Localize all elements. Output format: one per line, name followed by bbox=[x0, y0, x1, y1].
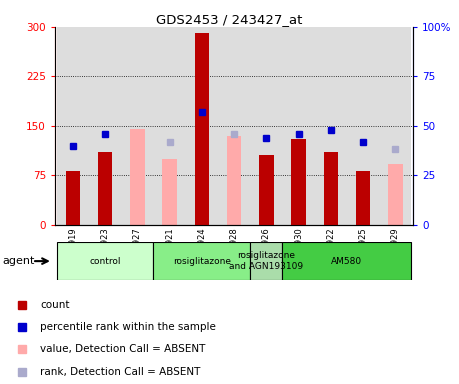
Bar bbox=[315, 27, 347, 225]
Bar bbox=[57, 27, 89, 225]
Bar bbox=[227, 136, 241, 225]
Bar bbox=[379, 27, 411, 225]
Bar bbox=[98, 152, 112, 225]
Text: GDS2453 / 243427_at: GDS2453 / 243427_at bbox=[157, 13, 302, 26]
Bar bbox=[195, 33, 209, 225]
Text: agent: agent bbox=[2, 256, 35, 266]
Bar bbox=[153, 242, 250, 280]
Bar bbox=[282, 27, 315, 225]
Text: rosiglitazone
and AGN193109: rosiglitazone and AGN193109 bbox=[230, 252, 303, 271]
Text: control: control bbox=[90, 257, 121, 266]
Bar bbox=[153, 27, 186, 225]
Bar bbox=[89, 27, 121, 225]
Bar bbox=[356, 170, 370, 225]
Bar bbox=[282, 242, 411, 280]
Bar bbox=[250, 27, 282, 225]
Bar bbox=[218, 27, 250, 225]
Text: rank, Detection Call = ABSENT: rank, Detection Call = ABSENT bbox=[40, 367, 201, 377]
Bar bbox=[57, 242, 153, 280]
Bar bbox=[66, 170, 80, 225]
Text: percentile rank within the sample: percentile rank within the sample bbox=[40, 322, 216, 333]
Text: count: count bbox=[40, 300, 69, 310]
Bar bbox=[121, 27, 153, 225]
Bar bbox=[186, 27, 218, 225]
Bar bbox=[259, 156, 274, 225]
Bar bbox=[291, 139, 306, 225]
Bar bbox=[324, 152, 338, 225]
Text: rosiglitazone: rosiglitazone bbox=[173, 257, 231, 266]
Text: value, Detection Call = ABSENT: value, Detection Call = ABSENT bbox=[40, 344, 205, 354]
Bar bbox=[388, 164, 403, 225]
Bar bbox=[250, 242, 282, 280]
Bar bbox=[347, 27, 379, 225]
Bar bbox=[130, 129, 145, 225]
Text: AM580: AM580 bbox=[331, 257, 363, 266]
Bar bbox=[162, 159, 177, 225]
